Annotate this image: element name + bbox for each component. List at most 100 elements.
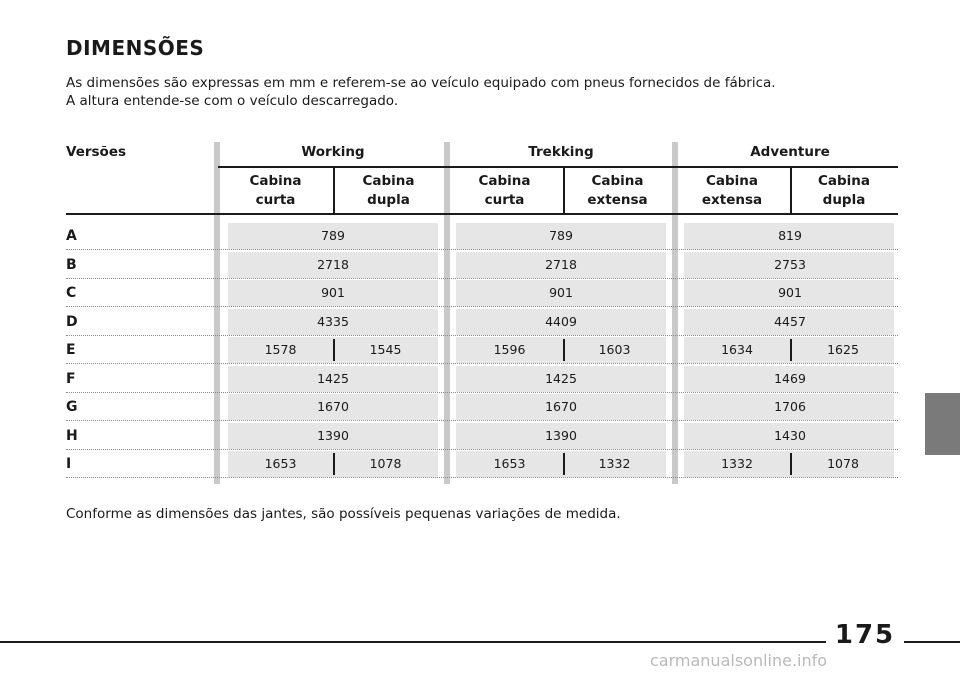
- value-band: [456, 251, 666, 278]
- value-band: [456, 365, 666, 392]
- value-band: [684, 280, 894, 306]
- row-label: I: [66, 456, 72, 472]
- page-title: DIMENSÕES: [66, 36, 205, 60]
- subheader-line: curta: [255, 192, 296, 208]
- value-cell: 2718: [317, 256, 349, 272]
- subheader-cell: Cabina extensa: [674, 172, 790, 212]
- value-cell: 1634: [721, 342, 753, 357]
- value-cell: 1578: [264, 342, 297, 357]
- row-label: A: [66, 228, 77, 244]
- row-label: H: [66, 427, 78, 444]
- subheader-line: dupla: [822, 192, 866, 208]
- value-divider: [333, 453, 335, 475]
- value-divider: [333, 339, 335, 361]
- intro-line: As dimensões são expressas em mm e refer…: [66, 75, 776, 91]
- header-rule: [218, 166, 898, 168]
- value-cell: 1332: [721, 456, 753, 471]
- value-cell: 1706: [774, 399, 806, 414]
- value-band: [684, 223, 894, 249]
- value-cell: 4335: [317, 313, 349, 329]
- value-divider: [790, 453, 792, 475]
- header-bottom-rule: [66, 213, 898, 215]
- subheader-divider: [790, 168, 792, 214]
- value-cell: 789: [549, 228, 573, 243]
- value-band: [684, 365, 894, 392]
- group-separator: [672, 142, 678, 484]
- value-cell: 1545: [369, 342, 402, 357]
- page-number: 175: [826, 620, 904, 650]
- value-divider: [790, 339, 792, 361]
- value-band: [228, 280, 438, 306]
- subheader-line: Cabina: [817, 173, 871, 189]
- value-cell: 1653: [264, 456, 297, 471]
- row-label: E: [66, 342, 76, 358]
- value-cell: 1425: [317, 370, 349, 386]
- subheader-line: Cabina: [591, 173, 644, 189]
- value-band: [684, 422, 894, 449]
- value-cell: 1390: [317, 427, 349, 443]
- group-separator: [444, 142, 450, 484]
- section-tab: [925, 393, 960, 455]
- intro-line: A altura entende-se com o veículo descar…: [66, 93, 399, 109]
- value-cell: 819: [778, 228, 802, 243]
- value-divider: [563, 339, 565, 361]
- subheader-line: dupla: [367, 192, 410, 208]
- value-cell: 2753: [774, 256, 806, 272]
- value-band: [456, 337, 666, 363]
- value-cell: 1653: [493, 456, 526, 471]
- value-band: [456, 394, 666, 420]
- group-header-working: Working: [301, 144, 365, 160]
- value-cell: 1332: [598, 456, 631, 471]
- value-cell: 1670: [317, 399, 349, 414]
- value-band: [684, 451, 894, 477]
- row-separator: [66, 391, 898, 393]
- subheader-line: Cabina: [705, 173, 759, 189]
- value-band: [228, 223, 438, 249]
- value-cell: 1425: [545, 370, 577, 386]
- row-separator: [66, 334, 898, 336]
- row-separator: [66, 477, 898, 478]
- value-band: [228, 365, 438, 392]
- value-band: [228, 308, 438, 335]
- value-cell: 789: [321, 228, 345, 243]
- subheader-line: Cabina: [478, 173, 531, 189]
- row-label: C: [66, 285, 77, 301]
- value-cell: 1390: [545, 427, 577, 443]
- value-band: [684, 337, 894, 363]
- value-band: [456, 422, 666, 449]
- row-label: B: [66, 256, 77, 273]
- intro-text: As dimensões são expressas em mm e refer…: [66, 74, 866, 110]
- subheader-cell: Cabina dupla: [333, 172, 444, 212]
- subheader-divider: [563, 168, 565, 214]
- watermark: carmanualsonline.info: [650, 651, 828, 670]
- value-band: [456, 280, 666, 306]
- value-band: [456, 451, 666, 477]
- value-band: [684, 251, 894, 278]
- subheader-cell: Cabina dupla: [790, 172, 898, 212]
- value-band: [228, 251, 438, 278]
- subheader-divider: [333, 168, 335, 214]
- value-cell: 1469: [774, 370, 806, 386]
- value-band: [456, 308, 666, 335]
- group-header-adventure: Adventure: [750, 144, 830, 160]
- value-band: [684, 308, 894, 335]
- value-band: [228, 394, 438, 420]
- value-cell: 2718: [545, 256, 577, 272]
- group-separator: [214, 142, 220, 484]
- value-band: [228, 422, 438, 449]
- subheader-cell: Cabina extensa: [563, 172, 672, 212]
- row-separator: [66, 448, 898, 450]
- subheader-line: extensa: [701, 192, 763, 208]
- value-cell: 1078: [827, 456, 859, 471]
- value-cell: 1596: [493, 342, 526, 357]
- subheader-line: curta: [484, 192, 525, 208]
- value-cell: 1625: [827, 342, 859, 357]
- row-label: F: [66, 370, 76, 387]
- value-band: [684, 394, 894, 420]
- row-label: G: [66, 399, 78, 415]
- group-header-trekking: Trekking: [528, 144, 594, 160]
- row-label: D: [66, 313, 78, 330]
- subheader-cell: Cabina curta: [218, 172, 333, 212]
- subheader-cell: Cabina curta: [446, 172, 563, 212]
- value-cell: 1670: [545, 399, 577, 414]
